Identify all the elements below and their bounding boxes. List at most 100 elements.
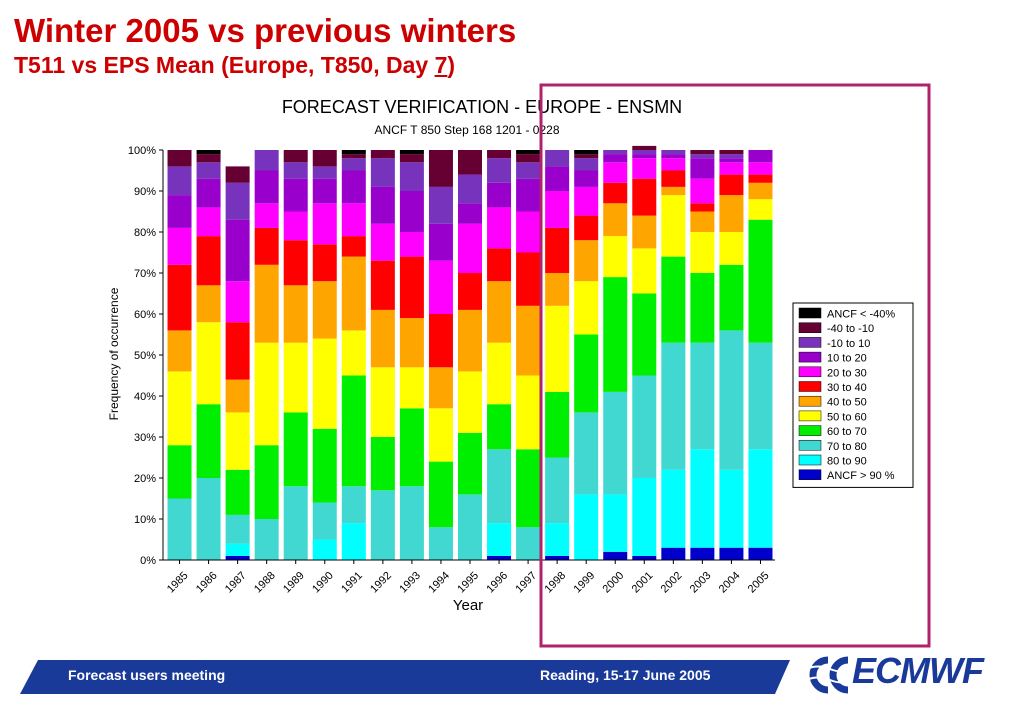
- y-tick-label: 80%: [134, 227, 156, 239]
- x-tick-label: 1991: [339, 570, 365, 596]
- bar-segment: [167, 264, 192, 331]
- bar-segment: [574, 281, 599, 335]
- x-tick-label: 1988: [252, 570, 278, 596]
- bar-segment: [516, 375, 541, 450]
- bar-segment: [719, 158, 744, 163]
- bar-segment: [487, 281, 512, 343]
- bar-segment: [283, 486, 308, 560]
- bar-segment: [516, 252, 541, 306]
- x-tick-label: 2002: [659, 570, 685, 596]
- bar-segment: [283, 178, 308, 212]
- x-tick-label: 1999: [572, 570, 598, 596]
- bar-stack-1985: [164, 150, 192, 560]
- x-axis-label: Year: [453, 597, 483, 614]
- bar-segment: [487, 555, 512, 560]
- bar-segment: [690, 211, 715, 232]
- y-axis-label: Frequency of occurrence: [107, 287, 121, 420]
- bar-segment: [341, 330, 366, 376]
- bar-stack-1995: [455, 150, 482, 560]
- bar-segment: [312, 166, 337, 179]
- legend-swatch: [798, 381, 822, 392]
- bar-segment: [661, 342, 686, 470]
- bar-stack-1997: [513, 150, 541, 560]
- bar-stack-1990: [309, 150, 337, 560]
- bar-segment: [428, 408, 453, 462]
- bar-segment: [632, 293, 657, 376]
- bar-segment: [254, 342, 279, 446]
- bar-segment: [516, 527, 541, 560]
- legend-swatch: [798, 366, 822, 378]
- bar-segment: [312, 428, 337, 503]
- bar-segment: [167, 445, 192, 499]
- bar-segment: [312, 178, 337, 204]
- bar-segment: [487, 404, 512, 450]
- bar-segment: [341, 375, 366, 487]
- bar-segment: [487, 158, 512, 183]
- bar-segment: [167, 498, 192, 560]
- y-tick-label: 40%: [134, 391, 156, 403]
- bar-segment: [370, 158, 395, 187]
- legend-label: 30 to 40: [827, 382, 867, 394]
- bar-segment: [167, 371, 192, 446]
- bar-segment: [545, 273, 570, 306]
- bar-segment: [254, 519, 279, 560]
- bar-segment: [719, 162, 744, 175]
- bar-segment: [632, 150, 657, 155]
- bar-segment: [254, 150, 279, 171]
- bar-stack-1998: [542, 150, 570, 560]
- x-tick-label: 1985: [165, 570, 191, 596]
- y-tick-label: 0%: [140, 555, 156, 567]
- legend-swatch: [798, 351, 822, 363]
- bar-segment: [399, 256, 424, 319]
- bar-segment: [196, 236, 221, 286]
- bar-stack-1989: [280, 150, 308, 560]
- legend-label: 70 to 80: [827, 441, 867, 453]
- bar-segment: [283, 285, 308, 343]
- y-tick-label: 70%: [134, 268, 156, 280]
- bar-segment: [719, 547, 744, 560]
- bar-segment: [632, 215, 657, 249]
- legend-label: 40 to 50: [827, 397, 867, 409]
- bar-segment: [574, 334, 599, 413]
- slide-title: Winter 2005 vs previous winters: [14, 12, 517, 49]
- bar-segment: [370, 223, 395, 261]
- y-tick-label: 90%: [134, 186, 156, 198]
- bar-segment: [516, 449, 541, 528]
- legend-swatch: [798, 307, 822, 319]
- y-tick-label: 50%: [134, 350, 156, 362]
- bar-segment: [487, 207, 512, 249]
- bar-segment: [661, 469, 686, 548]
- bar-segment: [487, 182, 512, 208]
- bar-stack-2005: [745, 150, 773, 560]
- bar-segment: [632, 375, 657, 478]
- bar-segment: [225, 322, 250, 380]
- bar-segment: [196, 154, 221, 163]
- x-tick-label: 1986: [194, 570, 220, 596]
- bar-segment: [283, 412, 308, 487]
- bar-segment: [661, 154, 686, 159]
- bar-segment: [632, 478, 657, 556]
- bar-segment: [748, 449, 773, 548]
- legend-swatch: [798, 410, 822, 422]
- bar-segment: [428, 186, 453, 224]
- bar-segment: [458, 273, 482, 310]
- bar-segment: [225, 281, 250, 323]
- bar-segment: [545, 150, 570, 167]
- bar-segment: [254, 264, 279, 343]
- bar-segment: [283, 150, 308, 163]
- bar-stack-1992: [367, 150, 395, 560]
- bar-segment: [458, 309, 482, 372]
- bar-segment: [225, 555, 250, 560]
- subtitle-post: ): [447, 52, 456, 78]
- bar-segment: [690, 547, 715, 560]
- bar-segment: [748, 199, 773, 220]
- subtitle-pre: T511 vs EPS Mean (Europe, T850, Day: [14, 52, 435, 78]
- ecmwf-logo-icon: [805, 656, 855, 694]
- bar-segment: [225, 412, 250, 470]
- bar-segment: [428, 461, 453, 528]
- bar-segment: [574, 494, 599, 560]
- bar-segment: [167, 330, 192, 372]
- bar-segment: [574, 170, 599, 187]
- bar-segment: [428, 223, 453, 261]
- bar-segment: [370, 490, 395, 560]
